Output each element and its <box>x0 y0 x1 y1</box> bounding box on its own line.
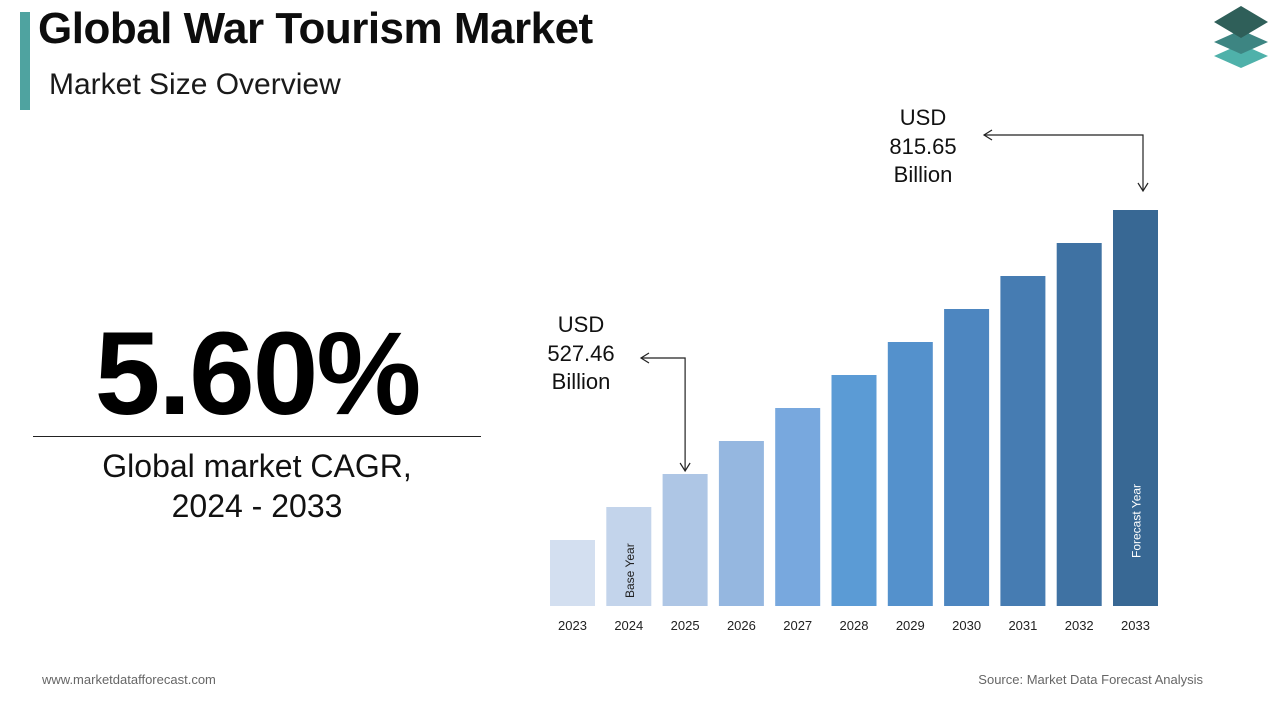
footer-website: www.marketdatafforecast.com <box>42 672 216 687</box>
x-tick-2026: 2026 <box>727 618 756 633</box>
bar-2032 <box>1056 243 1102 606</box>
callout-start-arrow-line <box>641 357 686 470</box>
x-tick-2028: 2028 <box>840 618 869 633</box>
page-title: Global War Tourism Market <box>38 4 593 53</box>
title-accent-bar <box>20 12 30 110</box>
bar-2023 <box>550 540 595 606</box>
x-tick-2029: 2029 <box>896 618 925 633</box>
callout-start-currency: USD <box>557 312 605 337</box>
bar-annotation-2024: Base Year <box>623 543 637 598</box>
callout-start-amount: 527.46 <box>547 340 615 366</box>
bar-2030 <box>944 309 990 606</box>
bar-2029 <box>887 342 933 606</box>
x-tick-2031: 2031 <box>1008 618 1037 633</box>
callout-end-value: USD 815.65 Billion <box>863 104 983 190</box>
callout-end-unit: Billion <box>893 162 953 187</box>
callout-end-arrowhead-left <box>982 129 993 141</box>
callout-start-value: USD 527.46 Billion <box>521 311 641 397</box>
footer-source: Source: Market Data Forecast Analysis <box>978 672 1203 687</box>
x-tick-2030: 2030 <box>952 618 981 633</box>
callout-end-amount: 815.65 <box>889 133 957 159</box>
x-tick-2032: 2032 <box>1065 618 1094 633</box>
callout-arrows <box>639 129 1149 473</box>
bar-2024 <box>606 507 652 606</box>
callout-start-arrowhead-down <box>679 462 691 473</box>
callout-end-currency: USD <box>899 105 947 130</box>
callout-start-unit: Billion <box>551 369 611 394</box>
bar-annotation-2033: Forecast Year <box>1130 484 1144 558</box>
logo-layer-bottom <box>1214 44 1268 68</box>
chart-bar-annotations: Base Year Forecast Year <box>623 484 1144 598</box>
x-tick-2025: 2025 <box>671 618 700 633</box>
bar-2033 <box>1113 210 1158 606</box>
x-tick-2033: 2033 <box>1121 618 1150 633</box>
logo-layer-middle <box>1214 30 1268 54</box>
bar-2028 <box>831 375 877 606</box>
bar-2031 <box>1000 276 1046 606</box>
cagr-label-line1: Global market CAGR, <box>102 448 412 484</box>
stacked-layers-logo-icon <box>1214 6 1268 68</box>
chart-bars <box>550 210 1158 606</box>
cagr-value: 5.60% <box>94 308 422 440</box>
cagr-divider <box>33 436 481 437</box>
callout-end-arrowhead-down <box>1137 182 1149 193</box>
x-tick-2023: 2023 <box>558 618 587 633</box>
x-tick-2024: 2024 <box>614 618 643 633</box>
bar-2027 <box>775 408 821 606</box>
cagr-label-line2: 2024 - 2033 <box>171 488 343 524</box>
callout-start-arrowhead-left <box>639 352 650 364</box>
bar-2025 <box>662 474 708 606</box>
callout-end-arrow-line <box>984 134 1144 190</box>
logo-layer-top <box>1214 6 1268 38</box>
page-subtitle: Market Size Overview <box>49 68 341 101</box>
chart-x-axis: 2023 2024 2025 2026 2027 2028 2029 2030 2031 2032… <box>558 618 1150 633</box>
x-tick-2027: 2027 <box>783 618 812 633</box>
cagr-label: Global market CAGR, 2024 - 2033 <box>33 446 481 526</box>
bar-2026 <box>718 441 764 606</box>
